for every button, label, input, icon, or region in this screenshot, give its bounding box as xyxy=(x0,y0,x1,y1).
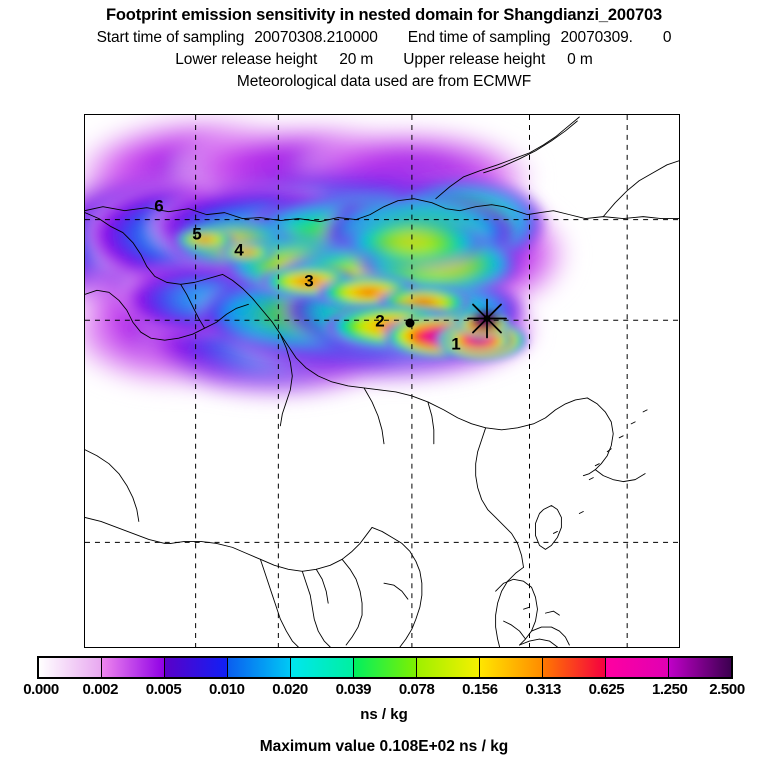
colorbar-tick-3: 0.010 xyxy=(209,681,245,698)
upper-release-label: Upper release height xyxy=(403,51,546,68)
star-icon-release-site xyxy=(466,298,508,345)
end-time-label: End time of sampling xyxy=(407,29,551,46)
colorbar-segment-10 xyxy=(669,658,731,677)
colorbar-segment-9 xyxy=(606,658,669,677)
colorbar-tick-labels: 0.000 0.002 0.005 0.010 0.020 0.039 0.078 0.156… xyxy=(0,681,768,701)
colorbar-tick-6: 0.078 xyxy=(398,681,435,698)
page-title: Footprint emission sensitivity in nested… xyxy=(105,6,663,24)
colorbar-tick-8: 0.313 xyxy=(525,681,561,698)
colorbar-segment-6 xyxy=(417,658,480,677)
release-height-line: Lower release height 20 m Upper release he… xyxy=(0,51,768,69)
colorbar-segment-0 xyxy=(39,658,102,677)
colorbar-unit-label: ns / kg xyxy=(360,706,408,723)
plot-header: Footprint emission sensitivity in nested… xyxy=(0,0,768,91)
colorbar xyxy=(37,656,733,679)
colorbar-segment-5 xyxy=(354,658,417,677)
colorbar-segment-4 xyxy=(291,658,354,677)
end-time-value-extra: 0 xyxy=(662,29,672,46)
colorbar-tick-7: 0.156 xyxy=(462,681,498,698)
sampling-time-line: Start time of sampling 20070308.210000 End… xyxy=(0,29,768,47)
colorbar-segment-7 xyxy=(480,658,543,677)
map-canvas xyxy=(85,115,679,647)
meteorological-source-line: Meteorological data used are from ECMWF xyxy=(236,73,532,90)
lower-release-label: Lower release height xyxy=(175,51,318,68)
dot-icon-marker-2 xyxy=(405,318,415,328)
colorbar-tick-2: 0.005 xyxy=(145,681,182,698)
colorbar-tick-10: 1.250 xyxy=(651,681,688,698)
footprint-plume-layer xyxy=(85,117,569,394)
maximum-value-label: Maximum value 0.108E+02 ns / kg xyxy=(259,738,509,755)
end-time-value: 20070309. xyxy=(560,29,633,46)
lower-release-value: 20 m xyxy=(339,51,374,68)
colorbar-tick-11: 2.500 xyxy=(709,681,745,698)
colorbar-tick-0: 0.000 xyxy=(23,681,59,698)
colorbar-segment-1 xyxy=(102,658,165,677)
colorbar-segment-8 xyxy=(543,658,606,677)
graticule-gridlines xyxy=(85,115,679,647)
colorbar-container xyxy=(37,656,733,679)
colorbar-segment-3 xyxy=(228,658,291,677)
map-plot-area: 1 2 3 4 5 6 xyxy=(84,114,680,648)
start-time-value: 20070308.210000 xyxy=(254,29,378,46)
colorbar-tick-9: 0.625 xyxy=(588,681,625,698)
coastline-layer xyxy=(85,116,679,647)
start-time-label: Start time of sampling xyxy=(96,29,245,46)
colorbar-tick-1: 0.002 xyxy=(82,681,119,698)
colorbar-tick-5: 0.039 xyxy=(335,681,372,698)
colorbar-segment-2 xyxy=(165,658,228,677)
colorbar-tick-4: 0.020 xyxy=(272,681,308,698)
upper-release-value: 0 m xyxy=(567,51,593,68)
